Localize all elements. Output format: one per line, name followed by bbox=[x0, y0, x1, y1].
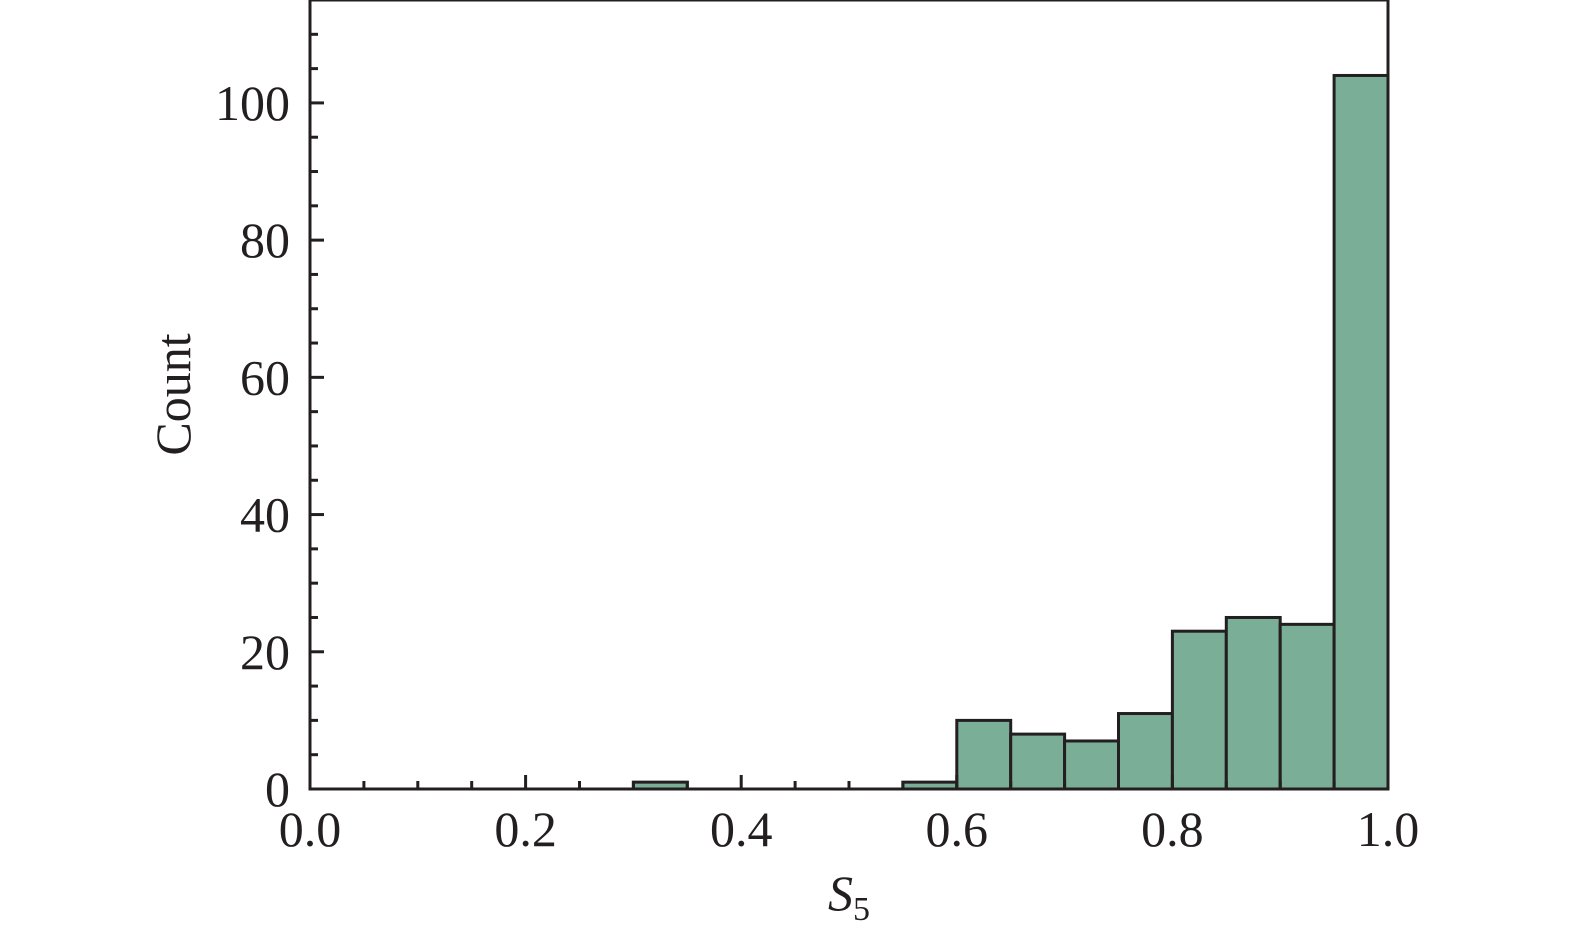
plot-frame bbox=[308, 0, 1390, 791]
histogram-bar-4 bbox=[1063, 739, 1120, 791]
y-axis-label: Count bbox=[145, 333, 201, 455]
x-axis-label-subscript: 5 bbox=[853, 891, 870, 928]
y-tick-label-2: 40 bbox=[240, 487, 290, 543]
y-tick-label-4: 80 bbox=[240, 212, 290, 268]
x-tick-label-5: 1.0 bbox=[1357, 801, 1420, 857]
y-tick-label-3: 60 bbox=[240, 349, 290, 405]
histogram-bar-5 bbox=[1117, 712, 1174, 791]
histogram-bar-9 bbox=[1332, 73, 1390, 791]
x-axis-label: S5 bbox=[828, 865, 870, 928]
x-tick-label-2: 0.4 bbox=[710, 801, 773, 857]
histogram-bar-6 bbox=[1170, 629, 1228, 791]
x-tick-label-3: 0.6 bbox=[926, 801, 989, 857]
y-tick-label-0: 0 bbox=[265, 761, 290, 817]
x-tick-label-0: 0.0 bbox=[279, 801, 342, 857]
y-tick-label-1: 20 bbox=[240, 624, 290, 680]
x-axis-label-main: S bbox=[828, 865, 853, 921]
histogram-bar-3 bbox=[1009, 732, 1067, 791]
histogram-bar-8 bbox=[1278, 622, 1336, 791]
x-tick-label-1: 0.2 bbox=[494, 801, 557, 857]
y-tick-label-5: 100 bbox=[215, 75, 290, 131]
tick-labels-group: 0.0 0.2 0.4 0.6 0.8 1.0 0 20 40 60 80 100 bbox=[215, 75, 1419, 857]
bars-group bbox=[631, 73, 1390, 791]
x-tick-label-4: 0.8 bbox=[1141, 801, 1204, 857]
histogram-bar-2 bbox=[955, 718, 1013, 791]
histogram-bar-7 bbox=[1224, 615, 1282, 791]
